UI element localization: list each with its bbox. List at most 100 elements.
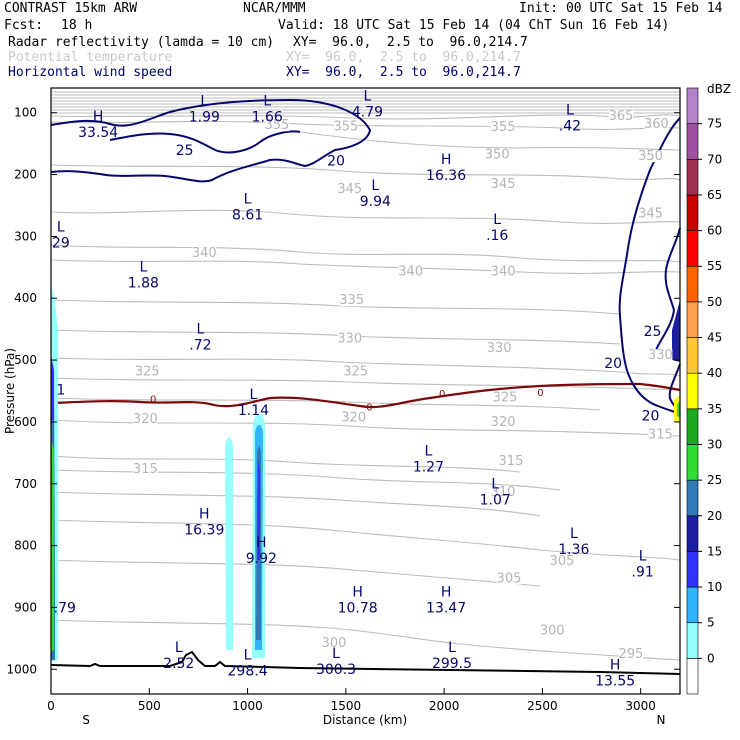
- wind-speed-label: 20: [327, 153, 345, 169]
- y-tick-label: 400: [14, 291, 37, 305]
- extremum-mark: L: [364, 88, 372, 104]
- theta-label: 300: [540, 623, 565, 638]
- theta-label: 340: [192, 246, 217, 261]
- colorbar-label: 70: [707, 152, 722, 166]
- theta-label: 305: [497, 571, 522, 586]
- theta-label: 355: [333, 119, 358, 134]
- theta-label: 360: [644, 117, 669, 132]
- colorbar-swatch: [686, 551, 699, 588]
- theta-label-bg: [485, 148, 510, 161]
- theta-label-bg: [135, 365, 160, 378]
- center-name: NCAR/MMM: [243, 1, 306, 16]
- extremum-mark: L: [491, 477, 499, 493]
- freezing-label: 0: [366, 402, 372, 413]
- theta-label: 365: [609, 109, 634, 124]
- colorbar-label: 40: [707, 366, 722, 380]
- x-tick-label: 0: [47, 699, 55, 713]
- theta-label-bg: [498, 454, 523, 467]
- extremum-mark: H: [441, 584, 452, 600]
- theta-label: 345: [491, 177, 516, 192]
- theta-label-bg: [609, 109, 634, 122]
- wind-contour-lines: [50, 98, 681, 415]
- theta-label: 325: [135, 364, 160, 379]
- wind-speed-label: 25: [644, 324, 662, 340]
- extremum-value: 1.07: [480, 493, 511, 509]
- extremum-value: 9.94: [360, 194, 391, 210]
- theta-label-bg: [333, 120, 358, 133]
- extremum-mark: H: [352, 584, 363, 600]
- extremum-mark: L: [448, 640, 456, 656]
- theta-label-bg: [133, 412, 158, 425]
- colorbar-label: 55: [707, 259, 722, 273]
- x-tick-label: 2000: [429, 699, 460, 713]
- theta-label: 315: [499, 454, 524, 469]
- extremum-value: 1: [56, 383, 65, 399]
- theta-label: 350: [638, 149, 663, 164]
- colorbar-label: 25: [707, 473, 722, 487]
- freezing-label: 0: [537, 388, 543, 399]
- extremum-value: 1.36: [558, 542, 589, 558]
- theta-label-bg: [192, 247, 217, 260]
- theta-label-bg: [491, 416, 516, 429]
- theta-label-bg: [491, 121, 516, 134]
- theta-label: 350: [485, 147, 510, 162]
- colorbar-label: 35: [707, 402, 722, 416]
- theta-label: 345: [337, 182, 362, 197]
- field-theta-name: Potential temperature: [8, 50, 173, 65]
- colorbar-swatch: [686, 337, 699, 374]
- freezing-label: 0: [439, 389, 445, 400]
- extremum-mark: H: [441, 152, 452, 168]
- y-tick-label: 700: [14, 477, 37, 491]
- theta-label-bg: [648, 349, 673, 362]
- theta-label-bg: [337, 332, 362, 345]
- theta-label-bg: [265, 119, 290, 132]
- extremum-mark: L: [244, 647, 252, 663]
- theta-label-group: 355 355 355 365 360 350 350 345 345 345 340 340 340 3…: [133, 109, 673, 662]
- extremum-mark: L: [200, 93, 208, 109]
- wind-speed-label: 20: [604, 356, 622, 372]
- colorbar-label: 5: [707, 616, 715, 630]
- theta-label: 315: [133, 462, 158, 477]
- extremum-value: 16.36: [426, 168, 466, 184]
- field-radar-xy: XY= 96.0, 2.5 to 96.0,214.7: [293, 35, 528, 50]
- theta-label: 320: [133, 412, 158, 427]
- field-radar-name: Radar reflectivity (lamda = 10 cm): [8, 35, 275, 50]
- y-tick-label: 900: [14, 600, 37, 614]
- y-tick-label: 600: [14, 415, 37, 429]
- extremum-mark: L: [196, 321, 204, 337]
- colorbar-swatch: [686, 123, 699, 160]
- colorbar-unit: dBZ: [707, 82, 731, 96]
- colorbar-swatch: [686, 158, 699, 196]
- theta-label-bg: [550, 555, 575, 568]
- y-tick-label: 100: [14, 106, 37, 120]
- theta-label: 320: [341, 411, 366, 426]
- extremum-value: 298.4: [228, 663, 268, 679]
- colorbar-swatch: [686, 230, 699, 267]
- extremum-value: 13.55: [595, 673, 635, 689]
- theta-label: 325: [343, 364, 368, 379]
- wind-speed-label: 25: [176, 143, 194, 159]
- colorbar-label: 15: [707, 544, 722, 558]
- extremum-value: .72: [189, 337, 211, 353]
- x-tick-label: 3000: [625, 699, 656, 713]
- extremum-mark: L: [139, 260, 147, 276]
- y-axis-label: Pressure (hPa): [3, 348, 17, 434]
- y-tick-label: 800: [14, 539, 37, 553]
- theta-label: 295: [618, 647, 643, 662]
- theta-label-bg: [496, 572, 521, 585]
- extremum-mark: H: [199, 506, 210, 522]
- extremum-value: .79: [54, 600, 76, 616]
- theta-label: 335: [339, 293, 364, 308]
- extremum-mark: L: [250, 387, 258, 403]
- theta-label: 315: [648, 427, 673, 442]
- extremum-mark: L: [244, 192, 252, 208]
- colorbar-label: 20: [707, 509, 722, 523]
- extremum-value: 13.47: [426, 600, 466, 616]
- y-tick-label: 1000: [6, 662, 37, 676]
- theta-label-bg: [618, 647, 643, 660]
- field-wind-xy: XY= 96.0, 2.5 to 96.0,214.7: [286, 65, 521, 80]
- theta-label-bg: [341, 411, 366, 424]
- theta-label-bg: [540, 624, 565, 637]
- theta-label: 305: [550, 554, 575, 569]
